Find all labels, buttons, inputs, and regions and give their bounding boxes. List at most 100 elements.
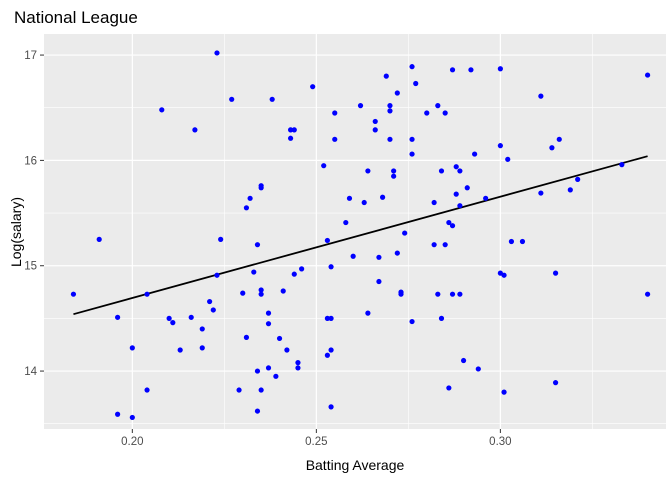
data-point: [501, 389, 507, 395]
x-tick-label: 0.25: [305, 436, 327, 448]
data-point: [644, 291, 651, 297]
regression-line: [73, 155, 648, 316]
data-point: [243, 334, 250, 340]
data-point: [409, 136, 415, 142]
data-point: [236, 387, 242, 393]
data-point: [475, 366, 481, 372]
data-point: [210, 307, 216, 313]
data-point: [251, 269, 257, 275]
data-point: [457, 203, 463, 209]
data-point: [328, 347, 334, 353]
data-point: [207, 298, 213, 305]
data-point: [284, 347, 290, 353]
data-point: [438, 315, 445, 321]
data-point: [299, 266, 305, 272]
data-point: [424, 110, 430, 116]
data-point: [468, 67, 474, 73]
data-point: [387, 103, 393, 109]
x-tick-label: 0.20: [121, 436, 143, 448]
data-point: [372, 118, 378, 125]
data-point: [129, 345, 135, 351]
data-point: [70, 291, 77, 297]
data-point: [497, 66, 503, 72]
data-point: [519, 238, 526, 245]
data-point: [291, 271, 297, 277]
data-point: [552, 270, 559, 276]
data-point: [387, 136, 393, 142]
y-tick-label: 14: [24, 366, 37, 378]
data-point: [324, 315, 330, 321]
data-point: [464, 185, 470, 191]
data-point: [446, 385, 452, 391]
data-point: [457, 168, 463, 174]
data-point: [391, 173, 397, 179]
data-point: [218, 236, 224, 242]
data-point: [324, 352, 330, 358]
data-point: [214, 272, 220, 278]
data-point: [402, 230, 408, 236]
data-point: [538, 93, 544, 99]
x-tick-label: 0.30: [489, 436, 511, 448]
data-point: [280, 288, 286, 294]
data-point: [254, 408, 261, 414]
data-point: [265, 365, 272, 371]
y-tick-label: 17: [24, 50, 37, 62]
data-point: [552, 380, 559, 386]
data-point: [556, 136, 562, 142]
data-point: [328, 315, 334, 321]
data-point: [96, 236, 102, 242]
data-point: [265, 321, 272, 327]
minor-gridlines: [44, 34, 666, 429]
data-point: [413, 80, 419, 87]
data-point: [199, 326, 205, 332]
data-point: [229, 96, 235, 102]
data-point: [269, 96, 275, 102]
data-point: [287, 127, 294, 133]
data-point: [357, 103, 364, 109]
data-point: [457, 291, 463, 297]
data-point: [166, 315, 172, 321]
data-point: [328, 264, 334, 270]
data-point: [438, 168, 445, 174]
data-point: [346, 195, 353, 201]
data-point: [501, 272, 507, 278]
data-point: [240, 290, 246, 296]
data-point: [159, 107, 165, 113]
data-point: [409, 318, 415, 325]
data-point: [483, 195, 489, 201]
data-point: [310, 84, 316, 90]
data-point: [435, 103, 441, 109]
data-point: [258, 291, 264, 297]
data-point: [144, 387, 150, 393]
data-point: [273, 373, 279, 379]
data-point: [575, 176, 581, 182]
data-point: [115, 314, 121, 320]
data-point: [380, 194, 386, 200]
data-point: [505, 156, 511, 162]
data-point: [383, 73, 389, 79]
data-point: [188, 314, 194, 320]
data-point: [376, 278, 382, 285]
data-point: [497, 143, 503, 149]
data-point: [394, 250, 400, 256]
data-point: [332, 136, 338, 142]
data-points: [70, 50, 651, 421]
y-tick-label: 15: [24, 261, 37, 273]
data-point: [144, 291, 150, 297]
data-point: [324, 237, 330, 244]
data-point: [295, 360, 301, 366]
data-point: [115, 411, 121, 417]
data-point: [538, 190, 544, 196]
x-axis-ticks: 0.20 0.25 0.30: [121, 429, 512, 448]
data-point: [460, 357, 467, 364]
data-point: [472, 151, 478, 157]
data-point: [321, 163, 327, 169]
data-point: [394, 90, 400, 96]
data-point: [350, 253, 356, 259]
chart-title: National League: [14, 8, 138, 27]
data-point: [332, 110, 338, 116]
data-point: [258, 287, 264, 293]
data-point: [276, 335, 283, 342]
data-point: [567, 187, 573, 193]
data-point: [431, 242, 437, 248]
